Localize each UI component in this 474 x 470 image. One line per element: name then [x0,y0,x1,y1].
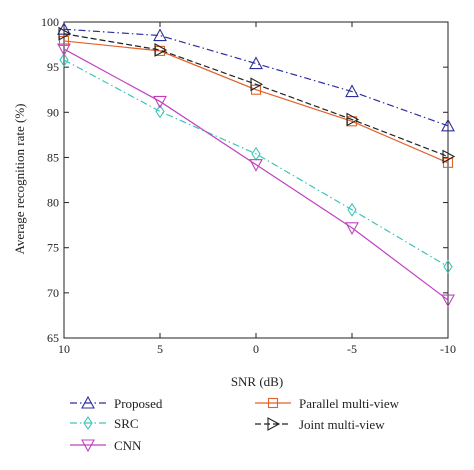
y-axis-label: Average recognition rate (%) [12,104,27,255]
y-tick-label: 75 [47,241,59,255]
data-point [153,28,167,42]
data-point [249,159,263,172]
x-axis-label: SNR (dB) [231,374,283,389]
series-src [59,52,453,274]
legend-marker [267,397,279,409]
data-point [346,112,360,127]
series-line [63,33,449,158]
data-point [347,202,357,217]
legend-marker [83,416,93,430]
data-point [154,43,168,57]
data-point [58,26,72,41]
data-point [57,43,71,57]
series-cnn [57,43,455,308]
legend-label: Proposed [114,396,163,411]
legend-item: CNN [70,438,142,453]
y-tick-label: 70 [47,286,59,300]
data-point [441,294,455,308]
legend-marker [81,439,95,453]
x-tick-label: 5 [157,342,163,356]
series-line [63,48,449,301]
plot-frame [63,21,449,339]
series-line [63,40,449,164]
y-tick-label: 95 [47,60,59,74]
y-tick-label: 100 [41,15,59,29]
x-tick-label: -10 [440,342,456,356]
data-point [442,149,456,164]
series-proposed [57,22,455,132]
x-tick-label: -5 [347,342,357,356]
x-tick-label: 0 [253,342,259,356]
x-tick-label: 10 [58,342,70,356]
series-line [63,59,449,268]
y-tick-label: 80 [47,196,59,210]
legend-label: CNN [114,438,142,453]
data-point [345,222,359,236]
series-line [63,28,449,127]
data-point [345,84,359,98]
legend-item: Proposed [70,395,163,411]
data-point [153,95,167,109]
data-point [249,56,263,70]
data-point [443,259,453,274]
legend-label: Parallel multi-view [299,396,400,411]
y-tick-label: 85 [47,150,59,164]
data-point [155,104,165,119]
data-point [250,77,264,92]
legend: Proposed SRC CNN Parallel multi-view Joint m… [70,395,400,453]
legend-item: Joint multi-view [255,417,385,432]
y-tick-label: 90 [47,105,59,119]
y-tick-label: 65 [47,331,59,345]
data-point [441,118,455,132]
legend-label: Joint multi-view [299,417,385,432]
series-joint-multi-view [58,26,456,164]
data-point [59,52,69,67]
legend-item: Parallel multi-view [255,396,400,411]
legend-marker [81,395,95,409]
legend-item: SRC [70,416,139,431]
legend-label: SRC [114,416,139,431]
legend-marker [267,417,281,431]
